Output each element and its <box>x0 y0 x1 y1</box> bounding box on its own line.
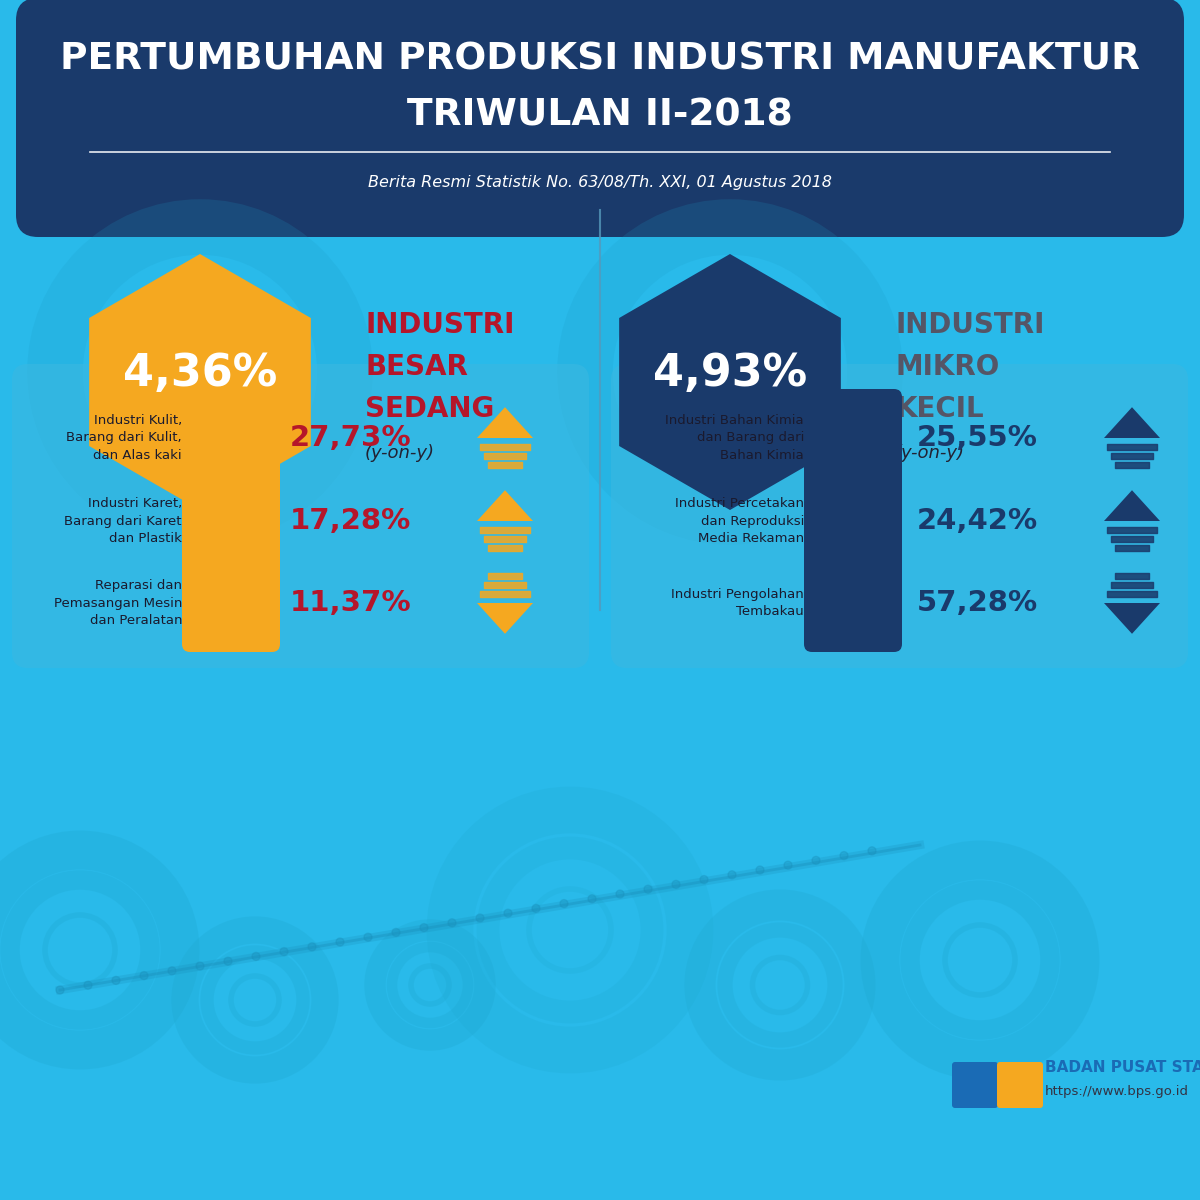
FancyBboxPatch shape <box>997 1062 1043 1108</box>
Polygon shape <box>1104 602 1160 634</box>
Circle shape <box>140 972 148 979</box>
Circle shape <box>476 914 484 922</box>
FancyBboxPatch shape <box>12 364 589 668</box>
FancyBboxPatch shape <box>611 364 1188 668</box>
Text: Industri Kulit,
Barang dari Kulit,
dan Alas kaki: Industri Kulit, Barang dari Kulit, dan A… <box>66 414 182 462</box>
Circle shape <box>700 876 708 883</box>
Text: SEDANG: SEDANG <box>365 395 494 422</box>
Polygon shape <box>478 407 533 438</box>
Circle shape <box>532 905 540 912</box>
Text: INDUSTRI: INDUSTRI <box>895 311 1044 338</box>
FancyBboxPatch shape <box>804 472 902 570</box>
Polygon shape <box>478 490 533 521</box>
Circle shape <box>84 982 92 989</box>
Circle shape <box>616 890 624 898</box>
FancyBboxPatch shape <box>804 554 902 652</box>
Polygon shape <box>1104 490 1160 521</box>
Circle shape <box>420 924 428 931</box>
Text: MIKRO: MIKRO <box>895 353 1000 382</box>
Circle shape <box>336 938 344 946</box>
Polygon shape <box>619 254 841 510</box>
Text: (y-on-y): (y-on-y) <box>365 444 436 462</box>
Circle shape <box>56 986 64 994</box>
Text: BADAN PUSAT STATISTIK: BADAN PUSAT STATISTIK <box>1045 1061 1200 1075</box>
Circle shape <box>728 871 736 878</box>
Text: Industri Karet,
Barang dari Karet
dan Plastik: Industri Karet, Barang dari Karet dan Pl… <box>65 497 182 545</box>
Circle shape <box>392 929 400 936</box>
Circle shape <box>756 866 764 874</box>
FancyBboxPatch shape <box>182 554 280 652</box>
Text: 11,37%: 11,37% <box>290 589 412 617</box>
Text: https://www.bps.go.id: https://www.bps.go.id <box>1045 1085 1189 1098</box>
Circle shape <box>168 967 176 974</box>
Circle shape <box>196 962 204 970</box>
Circle shape <box>308 943 316 950</box>
Circle shape <box>224 958 232 965</box>
Text: BESAR: BESAR <box>365 353 468 382</box>
FancyBboxPatch shape <box>182 472 280 570</box>
Text: 17,28%: 17,28% <box>290 506 412 535</box>
Text: Berita Resmi Statistik No. 63/08/Th. XXI, 01 Agustus 2018: Berita Resmi Statistik No. 63/08/Th. XXI… <box>368 174 832 190</box>
FancyBboxPatch shape <box>16 0 1184 236</box>
Circle shape <box>448 919 456 926</box>
Text: TRIWULAN II-2018: TRIWULAN II-2018 <box>407 97 793 133</box>
Polygon shape <box>89 254 311 510</box>
Text: Reparasi dan
Pemasangan Mesin
dan Peralatan: Reparasi dan Pemasangan Mesin dan Perala… <box>54 578 182 626</box>
Circle shape <box>784 862 792 869</box>
FancyBboxPatch shape <box>804 389 902 487</box>
Circle shape <box>560 900 568 907</box>
Text: Industri Pengolahan
Tembakau: Industri Pengolahan Tembakau <box>671 588 804 618</box>
Circle shape <box>280 948 288 955</box>
Circle shape <box>672 881 680 888</box>
Text: 27,73%: 27,73% <box>290 424 412 452</box>
Circle shape <box>504 910 512 917</box>
Circle shape <box>868 847 876 854</box>
Text: Industri Percetakan
dan Reproduksi
Media Rekaman: Industri Percetakan dan Reproduksi Media… <box>674 497 804 545</box>
Text: Industri Bahan Kimia
dan Barang dari
Bahan Kimia: Industri Bahan Kimia dan Barang dari Bah… <box>665 414 804 462</box>
Polygon shape <box>478 602 533 634</box>
Circle shape <box>112 977 120 984</box>
FancyBboxPatch shape <box>182 389 280 487</box>
Text: 57,28%: 57,28% <box>917 589 1038 617</box>
Circle shape <box>644 886 652 893</box>
Text: 4,93%: 4,93% <box>653 353 808 396</box>
Text: KECIL: KECIL <box>895 395 984 422</box>
Text: 25,55%: 25,55% <box>917 424 1038 452</box>
Text: 4,36%: 4,36% <box>122 353 277 396</box>
Text: 24,42%: 24,42% <box>917 506 1038 535</box>
Text: (y-on-y): (y-on-y) <box>895 444 965 462</box>
Circle shape <box>252 953 260 960</box>
Circle shape <box>840 852 848 859</box>
Text: PERTUMBUHAN PRODUKSI INDUSTRI MANUFAKTUR: PERTUMBUHAN PRODUKSI INDUSTRI MANUFAKTUR <box>60 42 1140 78</box>
FancyBboxPatch shape <box>952 1062 998 1108</box>
Text: INDUSTRI: INDUSTRI <box>365 311 515 338</box>
Polygon shape <box>1104 407 1160 438</box>
Circle shape <box>364 934 372 941</box>
Circle shape <box>588 895 596 902</box>
Circle shape <box>812 857 820 864</box>
